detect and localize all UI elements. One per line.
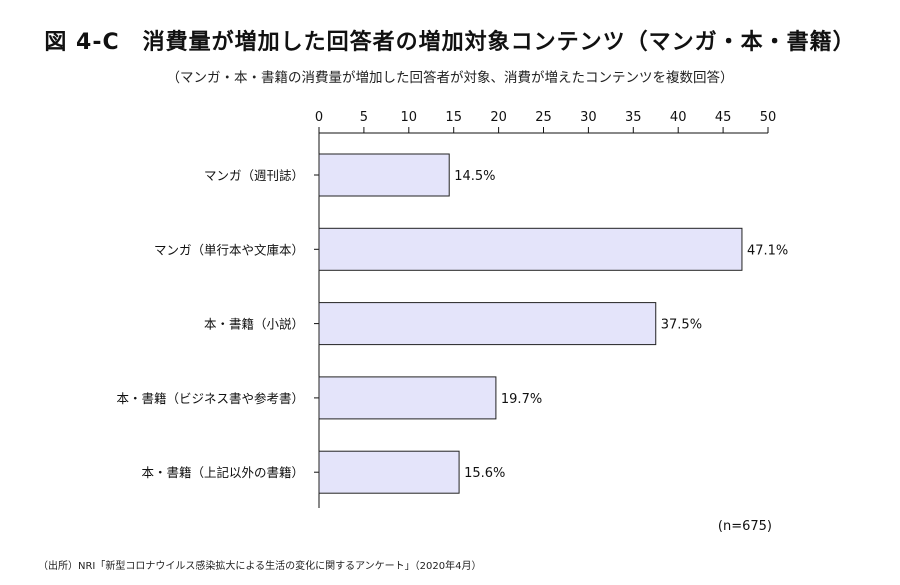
x-tick-label: 25 (535, 110, 552, 125)
category-label: マンガ（単行本や文庫本） (154, 242, 304, 257)
category-label: 本・書籍（小説） (204, 317, 304, 332)
x-tick-label: 10 (401, 110, 418, 125)
chart-title: 図 4-C 消費量が増加した回答者の増加対象コンテンツ（マンガ・本・書籍） (44, 30, 856, 55)
bar (318, 153, 450, 197)
bar (318, 376, 497, 420)
x-tick-label: 20 (490, 110, 507, 125)
category-label: マンガ（週刊誌） (204, 168, 304, 183)
sample-size-note: (n=675) (717, 519, 772, 534)
category-label: 本・書籍（ビジネス書や参考書） (116, 391, 304, 406)
x-tick-label: 5 (360, 110, 368, 125)
bar (318, 302, 657, 346)
x-tick-label: 0 (315, 110, 323, 125)
data-label: 19.7% (501, 392, 542, 407)
x-tick-label: 45 (715, 110, 732, 125)
data-label: 47.1% (747, 243, 788, 258)
x-tick-label: 15 (445, 110, 462, 125)
bar (318, 227, 743, 271)
chart-subtitle: （マンガ・本・書籍の消費量が増加した回答者が対象、消費が増えたコンテンツを複数回… (166, 70, 734, 86)
data-label: 37.5% (661, 318, 702, 333)
data-label: 15.6% (464, 466, 505, 481)
x-tick-label: 40 (670, 110, 687, 125)
x-tick-label: 50 (760, 110, 777, 125)
data-label: 14.5% (454, 169, 495, 184)
x-tick-label: 35 (625, 110, 642, 125)
category-label: 本・書籍（上記以外の書籍） (141, 465, 304, 480)
x-tick-label: 30 (580, 110, 597, 125)
source-note: （出所）NRI「新型コロナウイルス感染拡大による生活の変化に関するアンケート」（… (38, 561, 482, 572)
bar (318, 450, 460, 494)
